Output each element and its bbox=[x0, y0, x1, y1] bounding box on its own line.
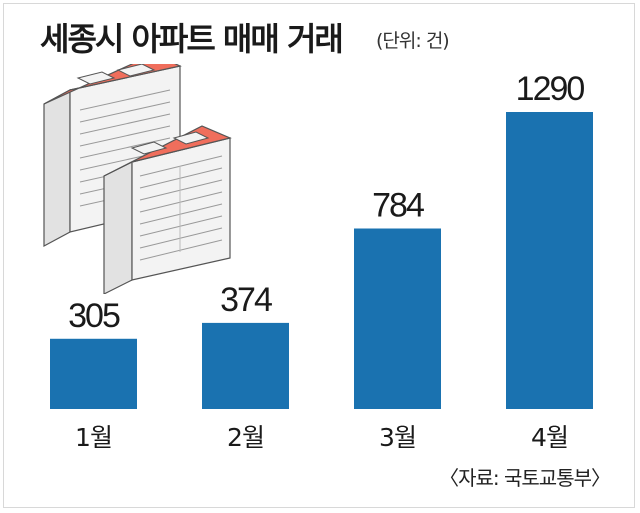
bar-value-label: 784 bbox=[372, 186, 424, 224]
apartment-buildings-illustration bbox=[43, 64, 232, 294]
bar-2 bbox=[202, 322, 289, 409]
category-label: 3월 bbox=[379, 423, 416, 452]
category-label: 4월 bbox=[531, 423, 568, 452]
bar-1 bbox=[50, 338, 137, 409]
bar-value-label: 305 bbox=[68, 297, 120, 335]
bar-value-label: 374 bbox=[220, 281, 272, 319]
bar-4 bbox=[506, 112, 593, 409]
unit-label: (단위: 건) bbox=[376, 30, 450, 52]
bar-3 bbox=[354, 228, 441, 409]
category-label: 1월 bbox=[75, 423, 112, 452]
chart-title: 세종시 아파트 매매 거래 bbox=[40, 20, 344, 58]
source-note: 〈자료: 국토교통부〉 bbox=[439, 466, 611, 490]
building-front-windows bbox=[139, 155, 223, 261]
bar-value-label: 1290 bbox=[516, 70, 585, 108]
category-label: 2월 bbox=[227, 423, 264, 452]
chart-frame bbox=[3, 3, 635, 508]
